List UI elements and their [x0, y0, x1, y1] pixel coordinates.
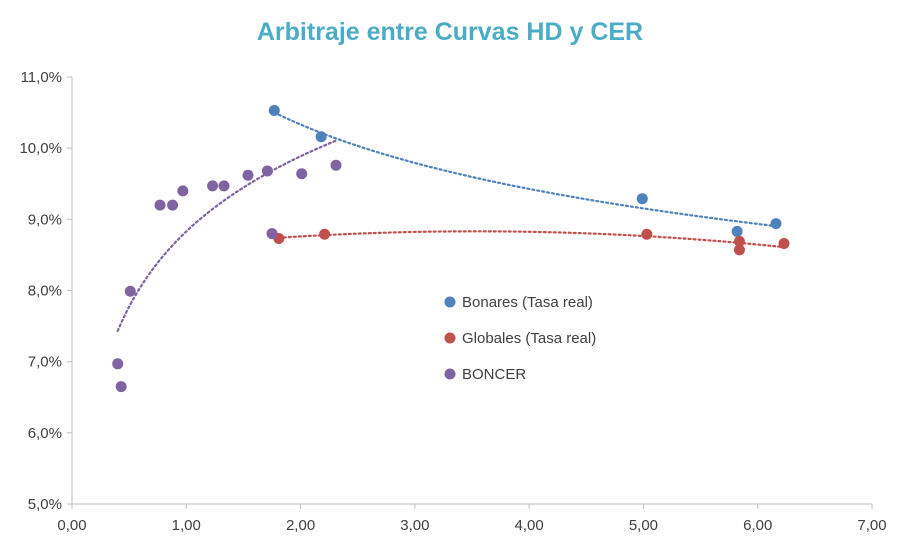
y-tick-label: 11,0%: [21, 69, 62, 86]
data-point-series-2: [154, 199, 166, 211]
axes: 0,00 1,00 2,00 3,00 4,00 5,00 6,00 7,00 5,0% 6,0%…: [19, 69, 886, 534]
data-point-series-2: [330, 159, 342, 171]
x-tick-label: 1,00: [172, 517, 201, 534]
trendline-series-1: [277, 230, 786, 249]
legend-marker-series-2: [444, 368, 456, 380]
y-tick-label: 5,0%: [28, 496, 62, 513]
trendline-series-2: [116, 139, 338, 332]
legend-label-series-1: Globales (Tasa real): [462, 330, 596, 347]
x-tick-label: 0,00: [57, 517, 86, 534]
data-point-series-1: [778, 238, 790, 250]
y-tick-label: 7,0%: [28, 354, 62, 371]
data-point-series-1: [733, 244, 745, 256]
data-point-series-1: [319, 228, 331, 240]
data-point-series-2: [115, 381, 127, 393]
legend-marker-series-0: [444, 296, 456, 308]
data-point-series-0: [731, 225, 743, 237]
data-point-series-0: [315, 131, 327, 143]
data-point-series-2: [167, 199, 179, 211]
data-point-series-0: [268, 104, 280, 116]
x-tick-label: 3,00: [400, 517, 429, 534]
data-point-series-2: [218, 180, 230, 192]
y-tick-label: 9,0%: [28, 211, 62, 228]
data-point-series-1: [733, 235, 745, 247]
data-point-series-2: [124, 285, 136, 297]
legend-label-series-0: Bonares (Tasa real): [462, 294, 593, 311]
trendlines: [116, 111, 786, 332]
chart-title: Arbitraje entre Curvas HD y CER: [256, 18, 644, 46]
x-tick-label: 2,00: [286, 517, 315, 534]
y-tick-label: 10,0%: [19, 140, 62, 157]
data-point-series-1: [641, 228, 653, 240]
data-point-series-2: [242, 169, 254, 181]
data-points: [112, 104, 790, 393]
x-tick-label: 4,00: [515, 517, 544, 534]
x-tick-label: 7,00: [857, 517, 886, 534]
data-point-series-2: [266, 228, 278, 240]
y-tick-label: 6,0%: [28, 425, 62, 442]
data-point-series-2: [207, 180, 219, 192]
legend: Bonares (Tasa real) Globales (Tasa real) B…: [444, 294, 596, 383]
data-point-series-0: [770, 218, 782, 230]
y-tick-label: 8,0%: [28, 283, 62, 300]
data-point-series-2: [112, 358, 124, 370]
x-tick-label: 6,00: [743, 517, 772, 534]
data-point-series-2: [296, 168, 308, 180]
legend-label-series-2: BONCER: [462, 366, 526, 383]
data-point-series-0: [636, 193, 648, 205]
x-tick-label: 5,00: [629, 517, 658, 534]
data-point-series-2: [261, 165, 273, 177]
legend-marker-series-1: [444, 332, 456, 344]
data-point-series-2: [177, 185, 189, 197]
trendline-series-0: [273, 111, 778, 228]
